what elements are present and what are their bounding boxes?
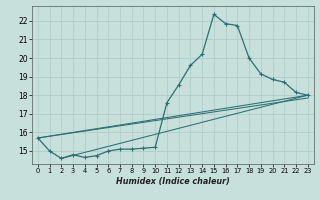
- X-axis label: Humidex (Indice chaleur): Humidex (Indice chaleur): [116, 177, 230, 186]
